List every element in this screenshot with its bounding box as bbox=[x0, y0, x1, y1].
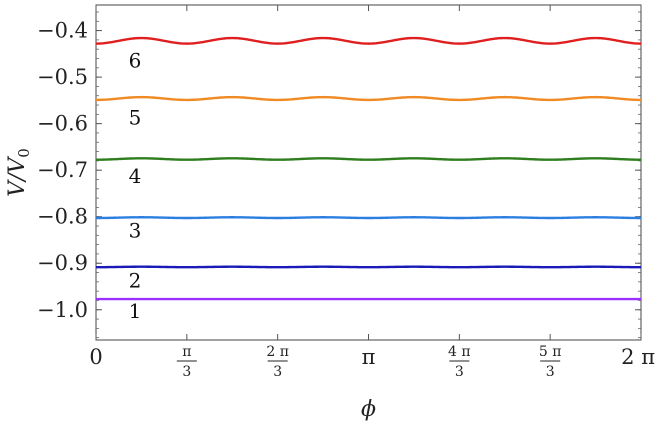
x-tick-numerator: 4 π bbox=[448, 344, 471, 360]
plot-frame bbox=[95, 4, 642, 341]
y-tick-label: −0.4 bbox=[37, 19, 88, 43]
x-tick-label: 2 π3 bbox=[266, 344, 289, 380]
x-tick-label: 4 π3 bbox=[448, 344, 471, 380]
series-line-6 bbox=[95, 36, 642, 45]
y-tick-label: −0.8 bbox=[37, 205, 88, 229]
x-tick-numerator: 2 π bbox=[266, 344, 289, 360]
x-tick-numerator: π bbox=[182, 344, 191, 360]
axis-ticks bbox=[95, 5, 642, 340]
series-label-6: 6 bbox=[129, 48, 142, 72]
x-tick-label: 5 π3 bbox=[539, 344, 562, 380]
series-line-5 bbox=[95, 95, 642, 102]
y-tick-label: −0.6 bbox=[37, 112, 88, 136]
y-tick-label: −1.0 bbox=[37, 298, 88, 322]
x-tick-denominator: 3 bbox=[273, 364, 282, 380]
x-axis-label: ϕ bbox=[361, 397, 376, 422]
x-tick-denominator: 3 bbox=[182, 364, 191, 380]
x-tick-denominator: 3 bbox=[546, 364, 555, 380]
y-tick-label: −0.9 bbox=[37, 251, 88, 275]
series-line-4 bbox=[96, 157, 641, 161]
series-label-3: 3 bbox=[129, 219, 142, 243]
x-tick-denominator: 3 bbox=[455, 364, 464, 380]
series-labels: 1 2 3 4 5 6 bbox=[129, 48, 142, 322]
series-label-2: 2 bbox=[129, 269, 142, 293]
series-lines bbox=[95, 36, 642, 301]
y-axis-label: V/V0 bbox=[5, 148, 33, 197]
series-label-5: 5 bbox=[129, 106, 142, 130]
x-tick-label: 0 bbox=[89, 345, 102, 369]
series-label-4: 4 bbox=[129, 164, 142, 188]
y-tick-label: −0.5 bbox=[37, 65, 88, 89]
series-line-3 bbox=[96, 216, 641, 220]
y-tick-label: −0.7 bbox=[37, 158, 88, 182]
x-tick-label: π3 bbox=[176, 344, 197, 380]
series-label-1: 1 bbox=[129, 299, 142, 323]
x-tick-numerator: 5 π bbox=[539, 344, 562, 360]
x-tick-label: 2 π bbox=[621, 345, 655, 369]
axis-tick-labels: −0.4−0.5−0.6−0.7−0.8−0.9−1.00 π32 π3π 4 π3… bbox=[37, 19, 655, 380]
x-tick-label: π bbox=[362, 345, 376, 369]
